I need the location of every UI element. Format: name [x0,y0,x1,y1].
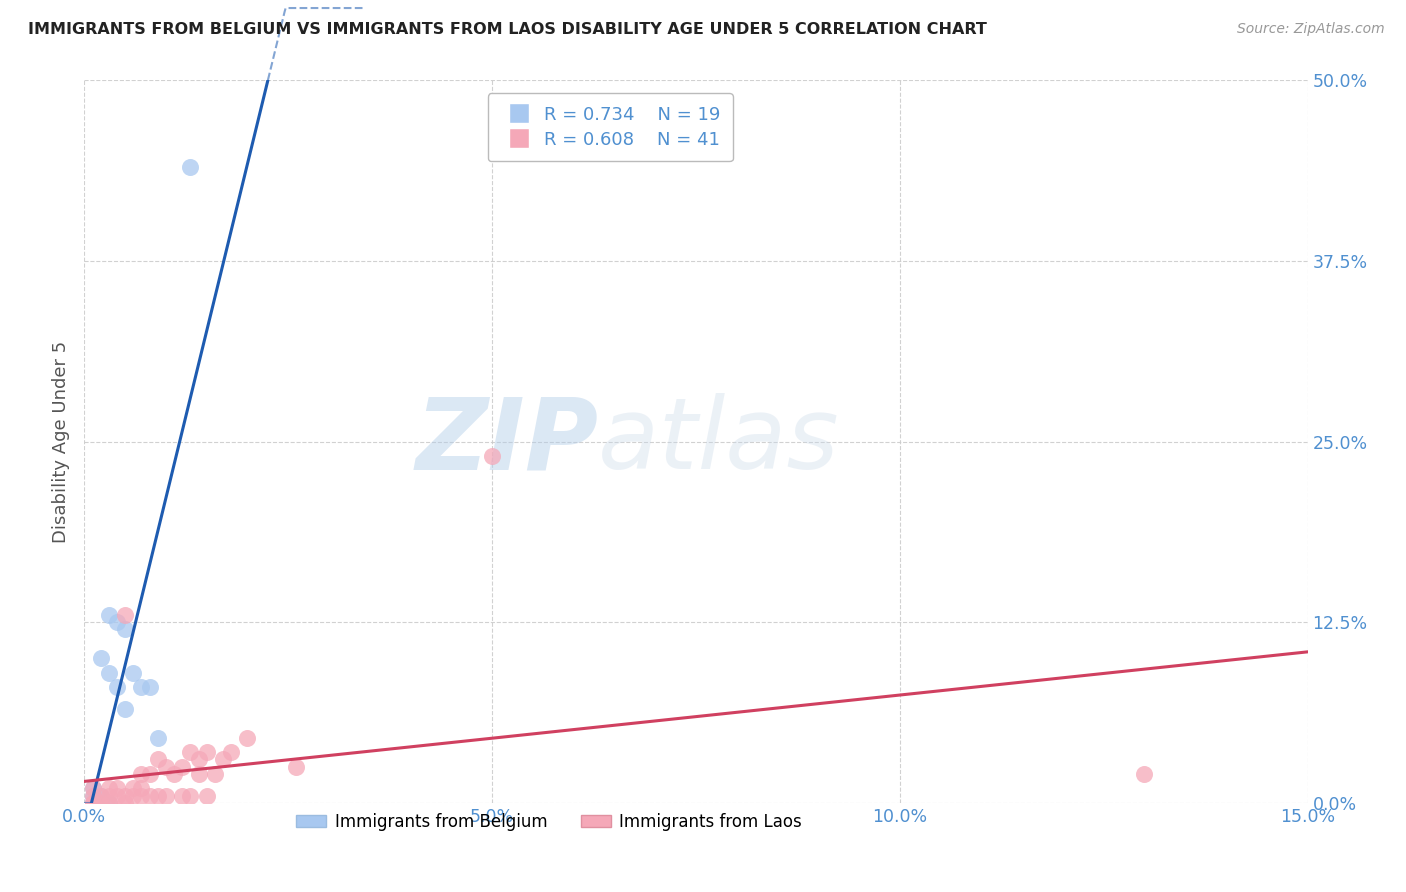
Point [179,160,201,174]
Point [163,767,186,781]
Point [82,781,104,796]
Text: Source: ZipAtlas.com: Source: ZipAtlas.com [1237,22,1385,37]
Point [172,789,194,803]
Point [204,767,226,781]
Point [105,789,128,803]
Point [155,760,177,774]
Point [114,702,136,716]
Point [114,796,136,810]
Legend: Immigrants from Belgium, Immigrants from Laos: Immigrants from Belgium, Immigrants from… [290,806,808,838]
Point [481,449,503,463]
Point [82,789,104,803]
Point [82,796,104,810]
Point [187,767,209,781]
Point [236,731,259,745]
Point [82,781,104,796]
Point [90,789,112,803]
Point [179,745,201,759]
Point [105,615,128,630]
Point [131,789,153,803]
Point [155,789,177,803]
Point [146,789,169,803]
Point [97,796,120,810]
Text: IMMIGRANTS FROM BELGIUM VS IMMIGRANTS FROM LAOS DISABILITY AGE UNDER 5 CORRELATI: IMMIGRANTS FROM BELGIUM VS IMMIGRANTS FR… [28,22,987,37]
Text: ZIP: ZIP [415,393,598,490]
Point [97,781,120,796]
Point [97,789,120,803]
Point [114,789,136,803]
Point [82,796,104,810]
Point [146,752,169,766]
Point [105,781,128,796]
Point [97,665,120,680]
Point [90,796,112,810]
Point [195,789,218,803]
Point [122,789,145,803]
Point [138,789,160,803]
Point [131,781,153,796]
Point [138,680,160,694]
Point [131,767,153,781]
Point [212,752,235,766]
Point [146,731,169,745]
Point [285,760,308,774]
Point [172,760,194,774]
Point [82,796,104,810]
Point [219,745,242,759]
Y-axis label: Disability Age Under 5: Disability Age Under 5 [52,341,70,542]
Text: atlas: atlas [598,393,839,490]
Point [1133,767,1156,781]
Point [97,796,120,810]
Point [179,789,201,803]
Point [82,796,104,810]
Point [138,767,160,781]
Point [90,789,112,803]
Point [122,781,145,796]
Point [131,680,153,694]
Point [114,607,136,622]
Point [122,665,145,680]
Point [195,745,218,759]
Point [97,607,120,622]
Point [82,789,104,803]
Point [187,752,209,766]
Point [90,796,112,810]
Point [114,623,136,637]
Point [90,651,112,665]
Point [105,680,128,694]
